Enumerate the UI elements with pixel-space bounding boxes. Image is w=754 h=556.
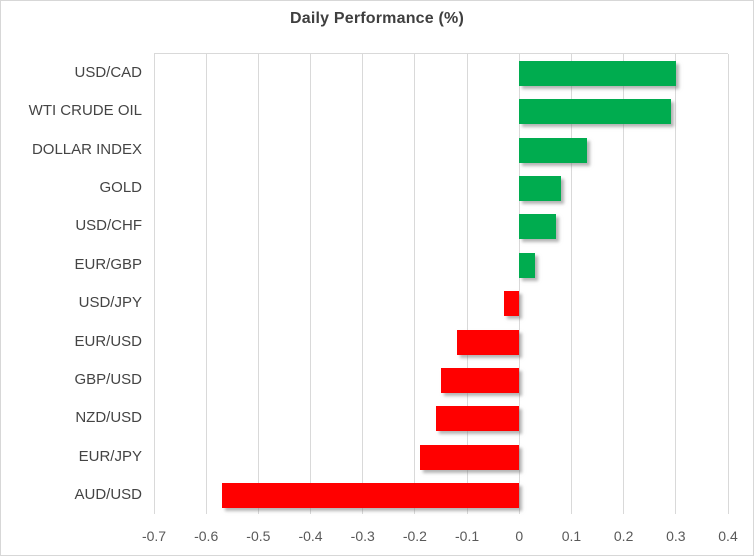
gridline-0 (518, 54, 520, 514)
bar-aud-usd (221, 483, 520, 509)
gridline--0.1 (466, 54, 468, 514)
bar-usd-chf (519, 214, 556, 240)
gridline-0.1 (570, 54, 572, 514)
x-tick-label: -0.1 (455, 528, 480, 544)
category-label-usd-chf: USD/CHF (75, 217, 142, 235)
category-label-eur-jpy: EUR/JPY (78, 447, 142, 465)
category-label-wti-crude-oil: WTI CRUDE OIL (28, 102, 142, 120)
bar-usd-jpy (503, 291, 520, 317)
category-label-eur-gbp: EUR/GBP (74, 255, 142, 273)
x-tick-label: -0.5 (246, 528, 271, 544)
category-axis: USD/CAD WTI CRUDE OIL DOLLAR INDEX GOLD USD/… (1, 53, 142, 514)
bar-dollar-index (519, 137, 588, 163)
gridline--0.4 (310, 54, 312, 514)
x-tick-label: 0.4 (718, 528, 738, 544)
x-tick-label: -0.6 (194, 528, 219, 544)
x-tick-label: -0.4 (298, 528, 323, 544)
category-label-nzd-usd: NZD/USD (75, 409, 142, 427)
category-label-usd-jpy: USD/JPY (78, 294, 142, 312)
x-tick-label: 0 (515, 528, 524, 544)
bar-nzd-usd (435, 406, 520, 432)
gridline-0.3 (675, 54, 677, 514)
gridline--0.7 (153, 54, 155, 514)
category-label-gold: GOLD (99, 178, 142, 196)
bar-eur-usd (456, 329, 520, 355)
category-label-dollar-index: DOLLAR INDEX (31, 140, 142, 158)
bar-gold (519, 175, 561, 201)
bar-wti-crude-oil (519, 99, 671, 125)
gridline--0.3 (362, 54, 364, 514)
gridline-0.2 (623, 54, 625, 514)
x-tick-label: -0.2 (402, 528, 427, 544)
chart-title: Daily Performance (%) (289, 10, 465, 27)
x-tick-label: 0.1 (561, 528, 582, 544)
category-label-gbp-usd: GBP/USD (74, 371, 142, 389)
category-label-eur-usd: EUR/USD (74, 332, 142, 350)
bar-eur-gbp (519, 252, 535, 278)
gridline--0.2 (414, 54, 416, 514)
x-tick-label: -0.3 (350, 528, 375, 544)
value-axis: -0.7 -0.6 -0.5 -0.4 -0.3 -0.2 -0.1 0 0.1 0.2 0.3 0.… (142, 528, 738, 548)
plot-area (153, 53, 729, 514)
bar-eur-jpy (420, 444, 520, 470)
x-tick-label: -0.7 (141, 528, 167, 544)
gridline-0.4 (727, 54, 729, 514)
x-tick-label: 0.2 (613, 528, 634, 544)
bar-usd-cad (519, 60, 676, 86)
gridline--0.5 (257, 54, 259, 514)
category-label-usd-cad: USD/CAD (74, 63, 142, 81)
bar-gbp-usd (441, 368, 520, 394)
x-tick-label: 0.3 (666, 528, 686, 544)
gridline--0.6 (205, 54, 207, 514)
category-label-aud-usd: AUD/USD (74, 486, 142, 504)
